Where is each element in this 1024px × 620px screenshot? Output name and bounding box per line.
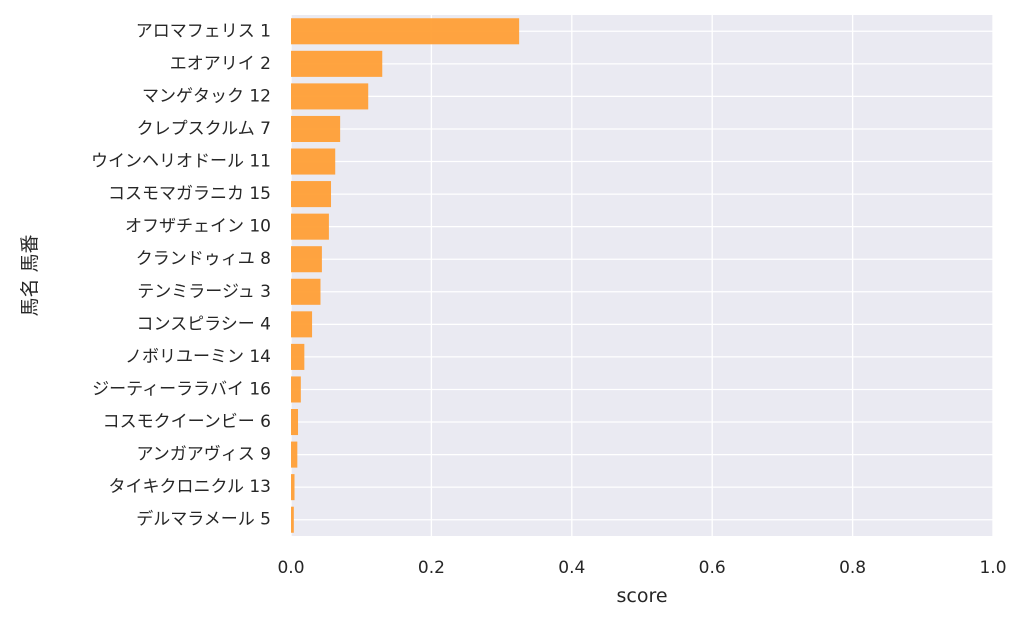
bar (291, 246, 322, 273)
y-tick-label: テンミラージュ 3 (137, 282, 271, 302)
x-tick-label: 0.8 (839, 558, 866, 578)
y-tick-label: コスモクイーンビー 6 (103, 412, 271, 432)
y-tick-label: オフザチェイン 10 (125, 217, 271, 237)
bar (291, 441, 298, 468)
bars (291, 18, 520, 533)
y-axis-title: 馬名 馬番 (19, 234, 41, 316)
y-tick-label: ウインヘリオドール 11 (91, 152, 271, 172)
bar (291, 148, 336, 175)
y-tick-label: ノボリユーミン 14 (125, 347, 271, 367)
bar (291, 343, 305, 370)
y-tick-label: エオアリイ 2 (170, 54, 271, 74)
y-tick-label: アロマフェリス 1 (136, 21, 271, 41)
bar (291, 18, 520, 45)
bar (291, 115, 341, 142)
y-tick-label: デルマラメール 5 (136, 509, 271, 530)
y-tick-label: アンガアヴィス 9 (136, 445, 271, 465)
x-tick-label: 1.0 (979, 558, 1006, 578)
bar (291, 311, 313, 338)
plot-area (291, 15, 993, 536)
x-tick-label: 0.6 (699, 558, 726, 578)
x-tick-label: 0.0 (277, 558, 304, 578)
y-tick-label: マンゲタック 12 (142, 86, 271, 106)
y-tick-labels: アロマフェリス 1 エオアリイ 2 マンゲタック 12 クレプスクルム 7 ウインヘリオ… (91, 21, 271, 529)
y-tick-label: クレプスクルム 7 (137, 119, 271, 139)
y-tick-label: タイキクロニクル 13 (108, 477, 271, 497)
bar (291, 213, 329, 240)
bar (291, 83, 369, 110)
x-tick-label: 0.2 (418, 558, 445, 578)
y-tick-label: コスモマガラニカ 15 (108, 184, 271, 204)
bar (291, 376, 301, 403)
x-axis-title: score (616, 585, 667, 607)
bar (291, 278, 321, 305)
bar (291, 181, 332, 208)
y-tick-label: ジーティーララバイ 16 (92, 379, 271, 399)
bar (291, 474, 295, 501)
grid-lines (290, 15, 994, 536)
y-tick-label: コンスピラシー 4 (136, 314, 271, 334)
bar (291, 506, 294, 533)
x-tick-label: 0.4 (558, 558, 585, 578)
y-tick-label: クランドゥィユ 8 (136, 249, 271, 269)
bar (291, 50, 383, 77)
x-tick-labels: 0.0 0.2 0.4 0.6 0.8 1.0 (277, 558, 1006, 578)
bar (291, 409, 299, 436)
